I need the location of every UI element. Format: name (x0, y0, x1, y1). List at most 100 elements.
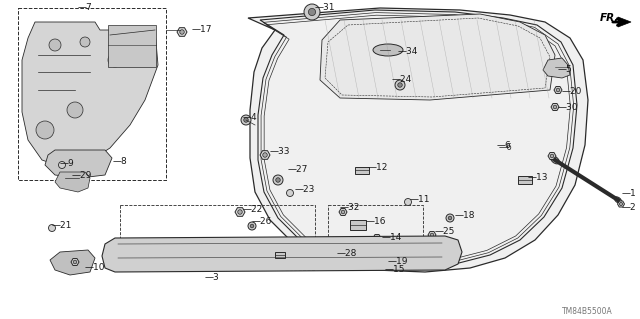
Text: —27: —27 (288, 166, 308, 174)
Circle shape (397, 83, 403, 87)
Text: —15: —15 (385, 265, 406, 275)
Bar (350, 220, 366, 230)
Circle shape (250, 224, 254, 228)
Polygon shape (548, 152, 556, 160)
Circle shape (446, 214, 454, 222)
Circle shape (404, 198, 412, 205)
Circle shape (80, 37, 90, 47)
Text: —25: —25 (435, 227, 456, 236)
Polygon shape (320, 14, 555, 100)
Polygon shape (102, 236, 462, 272)
Circle shape (381, 258, 389, 266)
Text: —6: —6 (497, 140, 512, 150)
Text: —24: —24 (392, 76, 412, 85)
Polygon shape (260, 151, 270, 159)
Circle shape (332, 253, 335, 257)
Polygon shape (45, 150, 112, 178)
Text: FR.: FR. (600, 13, 620, 23)
Circle shape (287, 189, 294, 197)
Circle shape (180, 30, 184, 34)
Text: —4: —4 (243, 114, 258, 122)
Circle shape (273, 175, 283, 185)
Text: —12: —12 (368, 164, 388, 173)
Bar (108, 25, 156, 67)
Text: —6: —6 (499, 144, 513, 152)
Circle shape (108, 53, 122, 67)
Bar (328, 205, 423, 265)
Text: —11: —11 (410, 196, 431, 204)
Circle shape (263, 153, 268, 157)
Circle shape (553, 105, 557, 109)
Text: —7: —7 (78, 4, 93, 12)
Bar (275, 252, 285, 258)
Polygon shape (339, 209, 347, 215)
Text: —22: —22 (243, 205, 263, 214)
Polygon shape (177, 28, 187, 36)
Text: —16: —16 (366, 218, 387, 226)
Ellipse shape (373, 44, 403, 56)
Polygon shape (551, 104, 559, 110)
Circle shape (241, 115, 251, 125)
Circle shape (73, 260, 77, 264)
Bar (355, 167, 369, 174)
Text: —8: —8 (113, 158, 128, 167)
Bar (65, 174, 79, 182)
Polygon shape (618, 17, 631, 27)
Text: —32: —32 (340, 203, 360, 211)
Text: —28: —28 (337, 249, 357, 257)
Text: —23: —23 (295, 186, 316, 195)
Text: —30: —30 (558, 103, 579, 113)
Text: —9: —9 (60, 159, 75, 167)
Text: —31: —31 (315, 4, 335, 12)
Text: —1: —1 (622, 189, 637, 197)
Circle shape (308, 8, 316, 16)
Circle shape (276, 178, 280, 182)
Text: —2: —2 (622, 203, 637, 211)
Polygon shape (543, 58, 570, 78)
Text: —33: —33 (270, 147, 291, 157)
Text: —21: —21 (52, 220, 72, 229)
Circle shape (58, 161, 65, 168)
Text: —29: —29 (72, 170, 92, 180)
Polygon shape (554, 86, 562, 93)
Text: —14: —14 (382, 233, 403, 241)
Circle shape (49, 225, 56, 232)
Text: —13: —13 (528, 174, 548, 182)
Polygon shape (50, 250, 95, 275)
Circle shape (383, 260, 387, 264)
Circle shape (49, 39, 61, 51)
Text: —18: —18 (455, 211, 476, 219)
Circle shape (430, 233, 434, 237)
Circle shape (36, 121, 54, 139)
Polygon shape (373, 234, 381, 241)
Text: —34: —34 (398, 48, 419, 56)
Polygon shape (618, 201, 625, 207)
Text: —5: —5 (558, 65, 573, 75)
Text: —17: —17 (192, 26, 212, 34)
Bar (18, 8, 166, 180)
Bar (518, 176, 532, 184)
Circle shape (375, 236, 379, 240)
Polygon shape (22, 22, 158, 168)
Circle shape (556, 88, 560, 92)
Text: —26: —26 (252, 218, 273, 226)
Polygon shape (428, 232, 436, 239)
Polygon shape (55, 172, 90, 192)
Text: TM84B5500A: TM84B5500A (562, 308, 612, 316)
Polygon shape (235, 208, 245, 216)
Polygon shape (248, 8, 588, 272)
Circle shape (248, 222, 256, 230)
Text: —3: —3 (205, 273, 220, 283)
Ellipse shape (550, 156, 559, 164)
Circle shape (237, 210, 243, 214)
Circle shape (304, 4, 320, 20)
Circle shape (67, 102, 83, 118)
Ellipse shape (614, 197, 621, 203)
Circle shape (448, 216, 452, 220)
Bar (120, 205, 315, 270)
Polygon shape (71, 258, 79, 265)
Text: —19: —19 (388, 257, 408, 266)
Text: —20: —20 (562, 87, 582, 97)
Text: —10: —10 (85, 263, 106, 272)
Circle shape (620, 203, 623, 205)
